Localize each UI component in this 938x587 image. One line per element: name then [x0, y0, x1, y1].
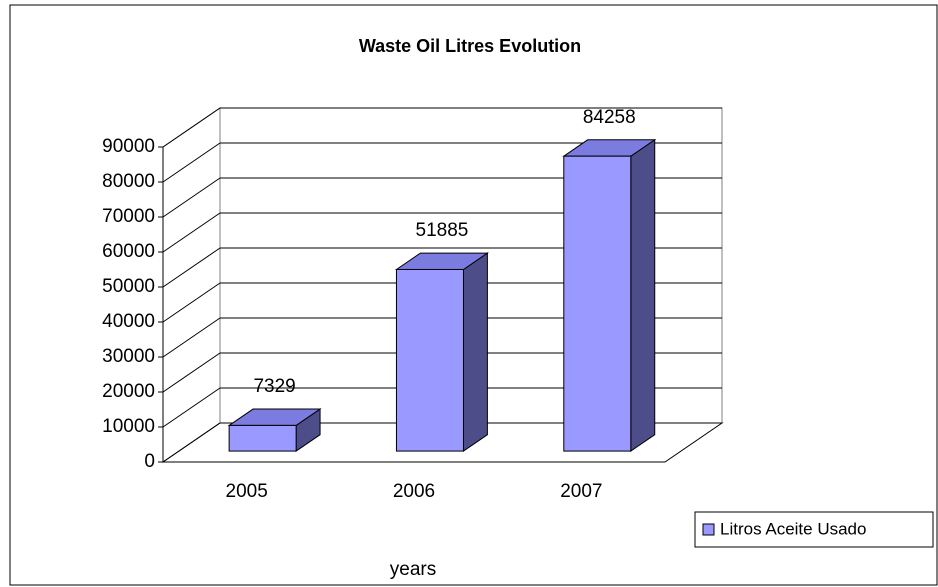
grid-line: [162, 282, 221, 323]
grid-line: [162, 177, 221, 218]
grid-line: [162, 352, 221, 393]
bar: [563, 155, 632, 452]
data-label: 51885: [416, 220, 469, 241]
legend-label: Litros Aceite Usado: [720, 519, 866, 538]
grid-line: [162, 422, 221, 463]
data-label: 84258: [583, 107, 636, 128]
bar: [395, 268, 464, 452]
y-tick-label: 20000: [102, 381, 155, 402]
legend-box: [694, 511, 934, 548]
y-tick-label: 40000: [102, 311, 155, 332]
y-tick-label: 50000: [102, 276, 155, 297]
y-tick-label: 90000: [102, 136, 155, 157]
grid-line: [162, 247, 221, 288]
y-tick-label: 30000: [102, 346, 155, 367]
bar-side: [462, 252, 488, 453]
y-tick-label: 0: [144, 451, 155, 472]
grid-line: [162, 212, 221, 253]
bar-side: [630, 138, 656, 453]
x-axis-label: years: [390, 559, 436, 580]
x-tick-label: 2005: [226, 481, 268, 502]
data-label: 7329: [253, 376, 295, 397]
chart-title: Waste Oil Litres Evolution: [359, 36, 581, 56]
side-wall: [162, 107, 221, 463]
bar: [228, 424, 297, 452]
x-tick-label: 2006: [393, 481, 435, 502]
grid-line: [162, 107, 221, 148]
grid-line: [162, 387, 221, 428]
legend-swatch: [702, 523, 715, 536]
y-tick-label: 80000: [102, 171, 155, 192]
x-tick-label: 2007: [560, 481, 602, 502]
grid-line: [162, 317, 221, 358]
grid-line: [162, 142, 221, 183]
y-tick-label: 70000: [102, 206, 155, 227]
y-tick-label: 10000: [102, 416, 155, 437]
y-tick-label: 60000: [102, 241, 155, 262]
